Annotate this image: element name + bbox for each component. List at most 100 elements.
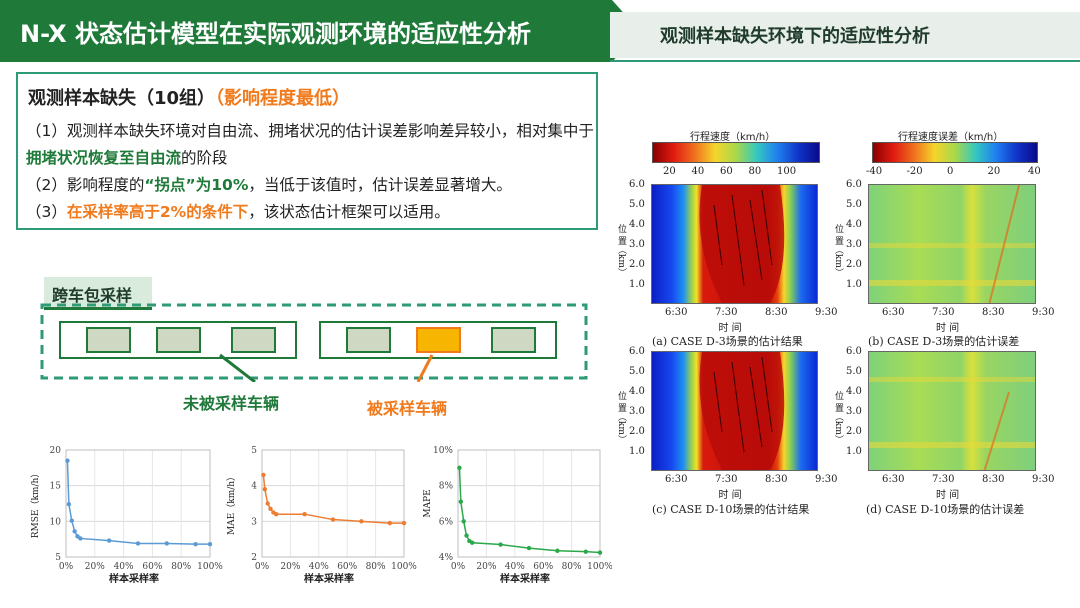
- data-point-2-7: [526, 545, 532, 551]
- error-colorbar-tick-4: 40: [1028, 166, 1041, 177]
- y-tick-1-3: 2: [251, 553, 257, 563]
- data-point-0-9: [193, 541, 198, 547]
- x-tick-b-0: 6:30: [882, 307, 905, 318]
- x-axis-label-1: 样本采样率: [304, 572, 354, 585]
- x-tick-a-3: 9:30: [815, 307, 838, 318]
- x-tick-b-3: 9:30: [1032, 307, 1055, 318]
- x-tick-c-0: 6:30: [665, 474, 688, 485]
- y-tick-1-2: 3: [251, 517, 257, 527]
- x-tick-1-0: 0%: [255, 562, 270, 572]
- y-tick-d-0: 6.0: [846, 346, 862, 357]
- x-tick-2-0: 0%: [451, 562, 466, 572]
- error-colorbar-title: 行程速度误差（km/h）: [898, 132, 1004, 143]
- x-tick-a-0: 6:30: [665, 307, 688, 318]
- plot-frame-2: [457, 449, 601, 558]
- x-tick-c-2: 8:30: [765, 474, 788, 485]
- x-tick-c-3: 9:30: [815, 474, 838, 485]
- x-tick-a-1: 7:30: [715, 307, 738, 318]
- x-axis-label-c: 时 间: [718, 490, 742, 501]
- y-tick-b-5: 1.0: [846, 279, 862, 290]
- data-point-1-2: [265, 501, 270, 506]
- data-point-0-7: [135, 541, 141, 546]
- x-tick-c-1: 7:30: [715, 474, 738, 485]
- y-tick-c-4: 2.0: [629, 426, 645, 437]
- y-tick-2-0: 10%: [433, 446, 453, 456]
- y-tick-a-3: 3.0: [629, 239, 645, 250]
- data-point-2-10: [597, 550, 603, 555]
- y-tick-a-0: 6.0: [629, 179, 645, 190]
- x-tick-1-1: 20%: [280, 562, 300, 572]
- y-axis-label-d: 位 置（km）: [833, 391, 843, 444]
- heatmap-error-d10: [868, 351, 1036, 471]
- x-tick-1-3: 60%: [337, 562, 357, 572]
- x-tick-0-5: 100%: [197, 562, 223, 572]
- y-tick-c-1: 5.0: [629, 366, 645, 377]
- sampled-vehicle-label: 被采样车辆: [367, 399, 448, 418]
- summary-point-3: （3）在采样率高于2%的条件下，该状态估计框架可以适用。: [26, 203, 450, 221]
- y-axis-label-1: MAE（km/h）: [226, 472, 237, 535]
- data-point-1-6: [302, 512, 307, 517]
- speed-colorbar-tick-1: 40: [691, 166, 705, 177]
- data-point-2-2: [461, 519, 466, 524]
- y-tick-b-2: 4.0: [846, 219, 862, 230]
- x-axis-label-a: 时 间: [718, 323, 742, 334]
- pointer-unsampled: [219, 353, 256, 382]
- x-tick-b-2: 8:30: [982, 307, 1005, 318]
- caption-d: (d) CASE D-10场景的估计误差: [866, 503, 1025, 516]
- y-tick-2-1: 8%: [439, 482, 454, 492]
- summary-text: （1）观测样本缺失环境对自由流、拥堵状况的估计误差影响差异较小，相对集中于拥堵状…: [26, 118, 596, 226]
- y-tick-c-3: 3.0: [629, 406, 645, 417]
- data-point-2-5: [470, 540, 475, 545]
- y-tick-1-1: 4: [251, 482, 257, 492]
- header-banner: [0, 0, 640, 62]
- x-tick-d-1: 7:30: [932, 474, 955, 485]
- caption-a: (a) CASE D-3场景的估计结果: [652, 335, 803, 348]
- heatmap-speed-d10: [651, 351, 818, 471]
- series-line-1: [262, 474, 404, 524]
- plot-frame-0: [65, 449, 211, 558]
- x-tick-0-1: 20%: [85, 562, 105, 572]
- page-title: N-X 状态估计模型在实际观测环境的适应性分析: [20, 20, 531, 48]
- dashed-frame: [40, 303, 588, 380]
- pointer-sampled: [416, 354, 434, 382]
- x-tick-0-3: 60%: [142, 562, 162, 572]
- x-tick-0-4: 80%: [171, 562, 191, 572]
- y-tick-2-2: 6%: [439, 517, 454, 527]
- x-tick-0-0: 0%: [59, 562, 74, 572]
- data-point-0-5: [78, 536, 83, 541]
- x-tick-b-1: 7:30: [932, 307, 955, 318]
- y-tick-b-4: 2.0: [846, 259, 862, 270]
- y-axis-label-2: MAPE: [423, 489, 433, 517]
- y-tick-d-3: 3.0: [846, 406, 862, 417]
- y-tick-1-0: 5: [251, 446, 257, 456]
- y-tick-a-2: 4.0: [629, 219, 645, 230]
- y-tick-c-0: 6.0: [629, 346, 645, 357]
- y-tick-b-3: 3.0: [846, 239, 862, 250]
- data-point-1-7: [330, 517, 336, 522]
- y-tick-a-5: 1.0: [629, 279, 645, 290]
- y-tick-d-4: 2.0: [846, 426, 862, 437]
- data-point-2-3: [464, 533, 469, 538]
- x-tick-d-0: 6:30: [882, 474, 905, 485]
- x-tick-1-5: 100%: [391, 562, 417, 572]
- data-point-2-6: [498, 542, 503, 547]
- error-colorbar-tick-2: 0: [947, 166, 954, 177]
- data-point-1-9: [387, 520, 392, 526]
- data-point-0-8: [164, 541, 169, 546]
- x-axis-label-0: 样本采样率: [109, 572, 159, 585]
- error-colorbar-tick-0: -40: [866, 166, 883, 177]
- y-tick-b-0: 6.0: [846, 179, 862, 190]
- data-point-2-1: [458, 499, 464, 504]
- vehicle-unsampled-1: [86, 327, 131, 353]
- x-tick-2-2: 40%: [505, 562, 525, 572]
- y-axis-label-c: 位 置（km）: [616, 391, 626, 444]
- x-tick-1-2: 40%: [309, 562, 329, 572]
- x-tick-d-2: 8:30: [982, 474, 1005, 485]
- speed-colorbar-tick-3: 80: [748, 166, 762, 177]
- y-axis-label-a: 位 置（km）: [616, 224, 626, 277]
- y-tick-a-4: 2.0: [629, 259, 645, 270]
- subtitle-band: [610, 12, 1080, 58]
- vehicle-unsampled-2: [156, 327, 201, 353]
- summary-title: 观测样本缺失（10组）（影响程度最低）: [28, 88, 351, 109]
- data-point-1-1: [262, 487, 268, 492]
